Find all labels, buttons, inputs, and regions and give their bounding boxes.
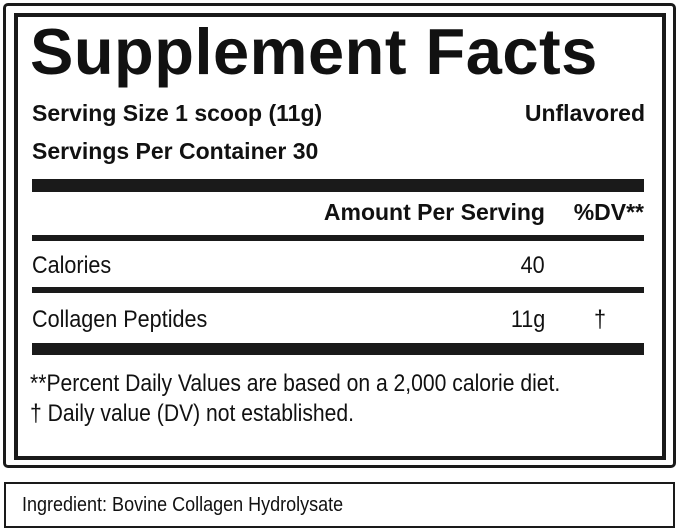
flavor: Unflavored <box>524 100 645 126</box>
footnote-dagger: † Daily value (DV) not established. <box>30 400 355 427</box>
row-calories-amount: 40 <box>520 252 545 279</box>
label-outer-border <box>3 3 676 468</box>
label-inner-border <box>14 13 666 460</box>
divider <box>32 287 644 293</box>
thick-divider <box>32 343 644 355</box>
label-title: Supplement Facts <box>30 15 598 88</box>
amount-header: Amount Per Serving <box>323 199 545 225</box>
serving-size: Serving Size 1 scoop (11g) <box>32 100 323 126</box>
thick-divider <box>32 179 644 192</box>
row-collagen-amount: 11g <box>510 306 545 333</box>
row-collagen-dv: † <box>594 306 607 333</box>
ingredient-box: Ingredient: Bovine Collagen Hydrolysate <box>4 482 675 528</box>
divider <box>32 235 644 241</box>
row-collagen-name: Collagen Peptides <box>32 306 208 333</box>
ingredient-text: Ingredient: Bovine Collagen Hydrolysate <box>22 494 344 516</box>
row-calories-name: Calories <box>32 252 112 279</box>
dv-header: %DV** <box>573 199 644 225</box>
servings-per-container: Servings Per Container 30 <box>32 138 319 164</box>
footnote-dv: **Percent Daily Values are based on a 2,… <box>30 370 561 397</box>
